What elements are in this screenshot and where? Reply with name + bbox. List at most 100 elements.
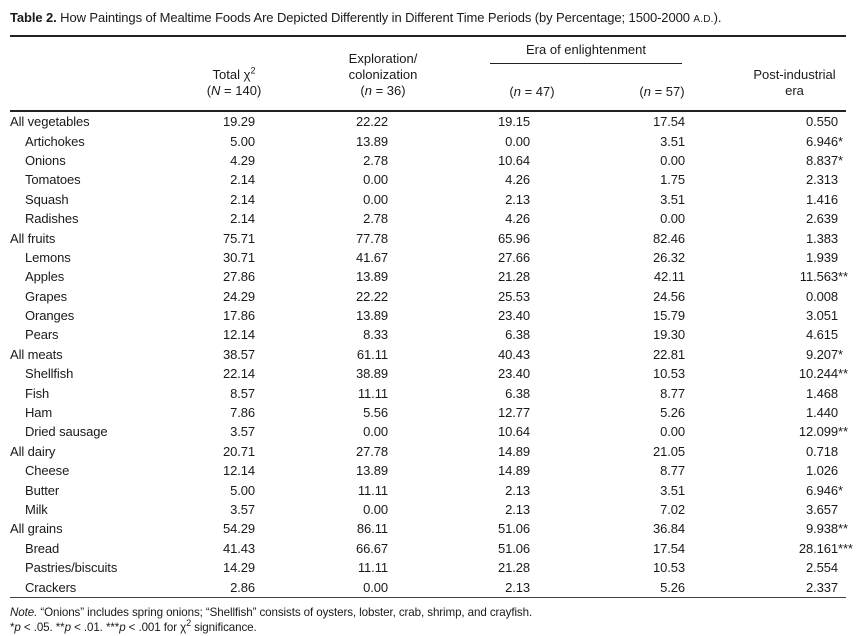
cell-value: 2.78 bbox=[363, 152, 388, 168]
table-row: Pears 12.14 8.33 6.38 19.30 4.615 bbox=[10, 325, 846, 344]
col-header-postindustrial: Post-industrial era bbox=[743, 36, 846, 112]
cell-value: 22.81 bbox=[652, 346, 685, 362]
cell-value: 2.14 bbox=[230, 211, 255, 227]
cell-value: 2.78 bbox=[363, 211, 388, 227]
cell-value: 2.13 bbox=[505, 502, 530, 517]
cell-chi-value: 9.207* bbox=[805, 346, 843, 362]
table-row: Oranges 17.86 13.89 23.40 15.79 3.051 bbox=[10, 306, 846, 325]
cell-value: 19.29 bbox=[222, 114, 255, 130]
cell-value: 7.86 bbox=[230, 405, 255, 421]
row-label: Squash bbox=[25, 191, 69, 207]
cell-value: 8.57 bbox=[230, 385, 255, 401]
table-row: Grapes 24.29 22.22 25.53 24.56 0.008 bbox=[10, 287, 846, 306]
cell-chi-value: 1.383 bbox=[805, 230, 838, 246]
cell-value: 0.00 bbox=[660, 152, 685, 168]
cell-value: 27.78 bbox=[355, 443, 388, 459]
row-label: Shellfish bbox=[25, 366, 74, 382]
row-label: Oranges bbox=[25, 308, 75, 324]
cell-value: 22.14 bbox=[222, 366, 255, 382]
table-title-end: ). bbox=[713, 10, 722, 25]
cell-chi-value: 9.938** bbox=[805, 521, 848, 537]
cell-value: 10.64 bbox=[497, 424, 530, 440]
cell-chi-value: 2.313 bbox=[805, 172, 838, 188]
table-header: Total χ2 (N = 140) Exploration/ coloniza… bbox=[10, 36, 846, 112]
cell-value: 17.54 bbox=[652, 114, 685, 130]
cell-value: 3.57 bbox=[230, 424, 255, 440]
total-chi-line: Total χ2 bbox=[212, 65, 256, 82]
cell-value: 24.56 bbox=[652, 288, 685, 304]
cell-chi-value: 28.161*** bbox=[798, 540, 853, 556]
cell-value: 11.11 bbox=[357, 482, 388, 498]
cell-value: 24.29 bbox=[222, 288, 255, 304]
cell-value: 6.38 bbox=[505, 385, 530, 401]
cell-chi-value: 11.563** bbox=[799, 269, 848, 285]
cell-value: 38.89 bbox=[355, 366, 388, 382]
cell-value: 0.00 bbox=[363, 502, 388, 517]
row-label: Apples bbox=[25, 269, 65, 285]
cell-chi-value: 8.837* bbox=[805, 152, 843, 168]
table-row: All dairy 20.71 27.78 14.89 21.05 0.718 bbox=[10, 442, 846, 461]
row-label: Grapes bbox=[25, 288, 68, 304]
cell-value: 40.43 bbox=[497, 346, 530, 362]
table-title: Table 2. How Paintings of Mealtime Foods… bbox=[10, 9, 856, 28]
row-label: Pastries/biscuits bbox=[25, 560, 118, 576]
row-label: Pears bbox=[25, 327, 59, 343]
table-footnotes: Note. “Onions” includes spring onions; “… bbox=[10, 605, 846, 636]
table-row: Tomatoes 2.14 0.00 4.26 1.75 2.313 bbox=[10, 170, 846, 189]
row-label: Artichokes bbox=[25, 133, 85, 149]
table-row: Apples 27.86 13.89 21.28 42.11 11.563** bbox=[10, 267, 848, 286]
cell-value: 5.26 bbox=[581, 577, 743, 598]
cell-value: 41.43 bbox=[222, 540, 255, 556]
table-row: Butter 5.00 11.11 2.13 3.51 6.946* bbox=[10, 480, 846, 499]
cell-value: 86.11 bbox=[356, 521, 388, 537]
cell-value: 51.06 bbox=[497, 521, 530, 537]
cell-value: 0.00 bbox=[283, 577, 483, 598]
table-row: Squash 2.14 0.00 2.13 3.51 1.416 bbox=[10, 190, 846, 209]
cell-value: 22.22 bbox=[355, 114, 388, 130]
cell-value: 13.89 bbox=[355, 269, 388, 285]
cell-chi-value: 2.337 bbox=[743, 577, 846, 598]
cell-value: 1.75 bbox=[660, 172, 685, 188]
cell-value: 6.38 bbox=[505, 327, 530, 343]
cell-chi-value: 0.550 bbox=[805, 114, 838, 130]
cell-value: 0.00 bbox=[660, 211, 685, 227]
table-row: Shellfish 22.14 38.89 23.40 10.53 10.244** bbox=[10, 364, 848, 383]
cell-value: 21.05 bbox=[652, 443, 685, 459]
cell-value: 27.66 bbox=[497, 249, 530, 265]
table-title-text: How Paintings of Mealtime Foods Are Depi… bbox=[56, 10, 694, 25]
table-row: Cheese 12.14 13.89 14.89 8.77 1.026 bbox=[10, 461, 846, 480]
row-label: Butter bbox=[25, 482, 60, 498]
cell-value: 4.29 bbox=[230, 152, 255, 168]
cell-value: 77.78 bbox=[355, 230, 388, 246]
cell-value: 5.56 bbox=[363, 405, 388, 421]
cell-value: 20.71 bbox=[222, 443, 255, 459]
cell-value: 21.28 bbox=[497, 560, 530, 576]
cell-value: 12.14 bbox=[222, 463, 255, 479]
cell-value: 0.00 bbox=[660, 424, 685, 440]
cell-value: 8.77 bbox=[660, 463, 685, 479]
cell-value: 13.89 bbox=[355, 308, 388, 324]
cell-value: 10.53 bbox=[652, 366, 685, 382]
header-row-top: Total χ2 (N = 140) Exploration/ coloniza… bbox=[10, 36, 846, 112]
cell-value: 17.54 bbox=[652, 540, 685, 556]
row-label: Onions bbox=[25, 152, 66, 168]
cell-value: 54.29 bbox=[222, 521, 255, 537]
cell-value: 14.89 bbox=[497, 463, 530, 479]
cell-value: 10.64 bbox=[497, 152, 530, 168]
cell-value: 82.46 bbox=[652, 230, 685, 246]
table-row: Fish 8.57 11.11 6.38 8.77 1.468 bbox=[10, 383, 846, 402]
cell-value: 8.77 bbox=[660, 385, 685, 401]
chi-symbol: χ bbox=[180, 621, 187, 635]
cell-chi-value: 1.440 bbox=[805, 405, 838, 421]
cell-value: 66.67 bbox=[355, 540, 388, 556]
data-table: Total χ2 (N = 140) Exploration/ coloniza… bbox=[10, 35, 853, 598]
cell-chi-value: 6.946* bbox=[805, 133, 843, 149]
table-row: Radishes 2.14 2.78 4.26 0.00 2.639 bbox=[10, 209, 846, 228]
table-row: Milk 3.57 0.00 2.13 7.02 3.657 bbox=[10, 500, 846, 519]
cell-value: 30.71 bbox=[222, 249, 255, 265]
cell-value: 13.89 bbox=[355, 463, 388, 479]
table-row: Dried sausage 3.57 0.00 10.64 0.00 12.099** bbox=[10, 422, 848, 441]
cell-value: 5.00 bbox=[230, 482, 255, 498]
row-label: Radishes bbox=[25, 211, 79, 227]
